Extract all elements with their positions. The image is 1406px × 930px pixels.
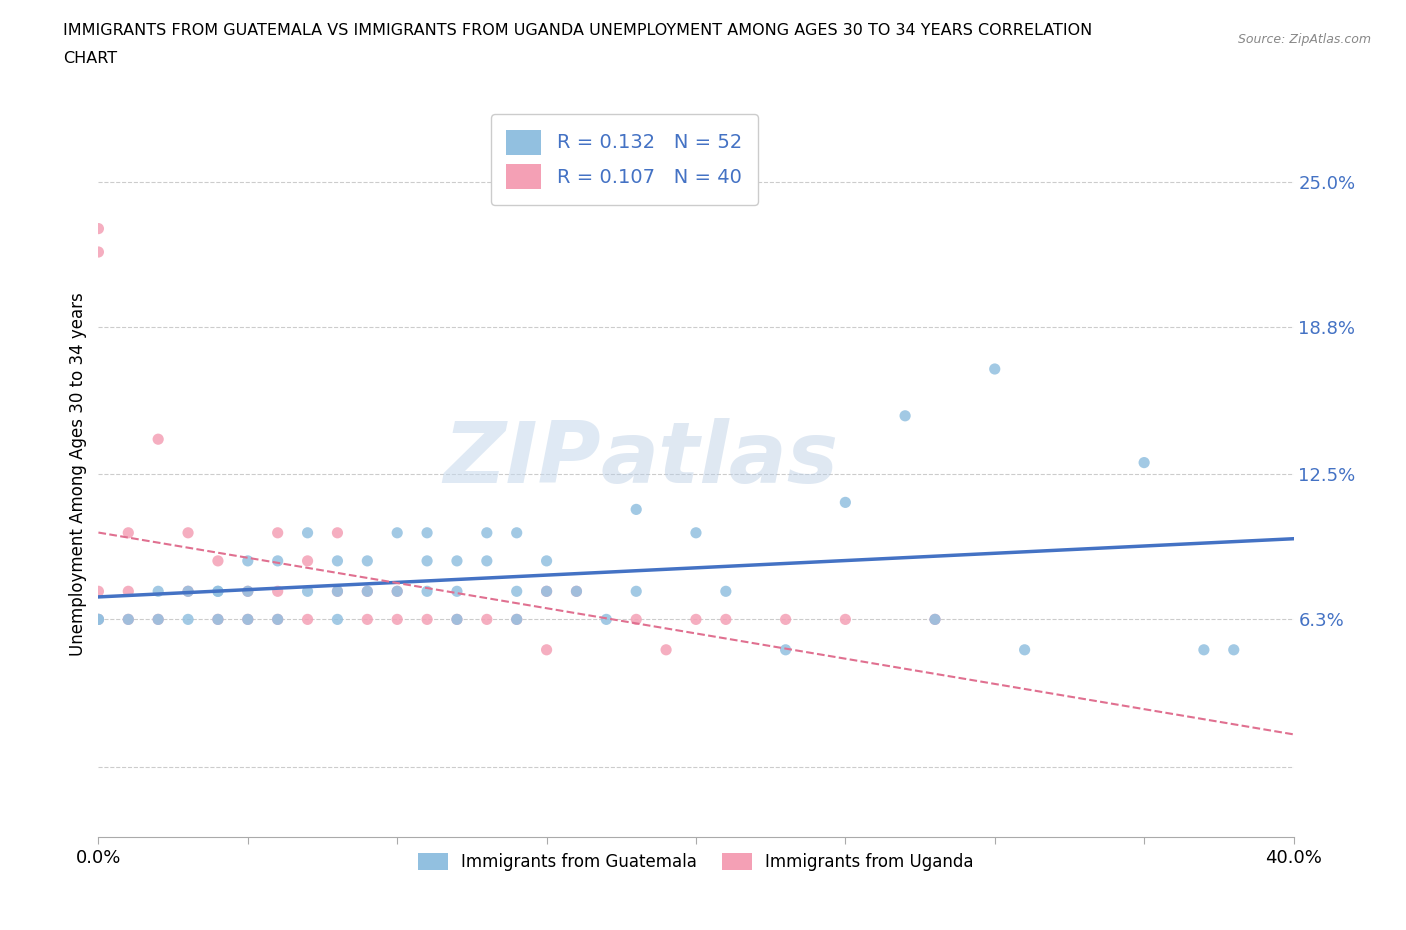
Point bbox=[356, 584, 378, 599]
Point bbox=[446, 612, 468, 627]
Point bbox=[356, 612, 378, 627]
Point bbox=[148, 612, 170, 627]
Point bbox=[87, 245, 110, 259]
Text: atlas: atlas bbox=[600, 418, 838, 501]
Point bbox=[416, 584, 439, 599]
Point bbox=[626, 612, 648, 627]
Point bbox=[506, 612, 529, 627]
Point bbox=[326, 612, 349, 627]
Point bbox=[924, 612, 946, 627]
Point bbox=[924, 612, 946, 627]
Point bbox=[1192, 643, 1215, 658]
Point bbox=[267, 612, 290, 627]
Point bbox=[475, 525, 498, 540]
Point bbox=[267, 584, 290, 599]
Point bbox=[416, 525, 439, 540]
Point bbox=[775, 643, 797, 658]
Point bbox=[267, 525, 290, 540]
Point bbox=[834, 612, 856, 627]
Point bbox=[87, 584, 110, 599]
Point bbox=[326, 553, 349, 568]
Point bbox=[236, 553, 259, 568]
Point bbox=[117, 612, 139, 627]
Point bbox=[506, 612, 529, 627]
Point bbox=[984, 362, 1007, 377]
Point bbox=[446, 612, 468, 627]
Point bbox=[446, 584, 468, 599]
Point bbox=[536, 584, 558, 599]
Point bbox=[595, 612, 617, 627]
Point bbox=[297, 584, 319, 599]
Point bbox=[297, 525, 319, 540]
Point bbox=[267, 612, 290, 627]
Point bbox=[148, 584, 170, 599]
Point bbox=[1223, 643, 1246, 658]
Point bbox=[385, 584, 409, 599]
Point bbox=[297, 612, 319, 627]
Point bbox=[326, 525, 349, 540]
Point bbox=[267, 553, 290, 568]
Point bbox=[356, 553, 378, 568]
Point bbox=[385, 525, 409, 540]
Point bbox=[236, 612, 259, 627]
Point bbox=[207, 612, 229, 627]
Point bbox=[87, 221, 110, 236]
Point bbox=[177, 525, 200, 540]
Point bbox=[536, 584, 558, 599]
Point bbox=[1014, 643, 1036, 658]
Point bbox=[117, 584, 139, 599]
Point bbox=[297, 553, 319, 568]
Point bbox=[446, 553, 468, 568]
Point bbox=[207, 584, 229, 599]
Text: ZIP: ZIP bbox=[443, 418, 600, 501]
Legend: Immigrants from Guatemala, Immigrants from Uganda: Immigrants from Guatemala, Immigrants fr… bbox=[409, 844, 983, 880]
Point bbox=[236, 584, 259, 599]
Point bbox=[385, 584, 409, 599]
Point bbox=[177, 612, 200, 627]
Point bbox=[177, 584, 200, 599]
Point bbox=[1133, 455, 1156, 470]
Point bbox=[117, 525, 139, 540]
Point bbox=[416, 553, 439, 568]
Text: IMMIGRANTS FROM GUATEMALA VS IMMIGRANTS FROM UGANDA UNEMPLOYMENT AMONG AGES 30 T: IMMIGRANTS FROM GUATEMALA VS IMMIGRANTS … bbox=[63, 23, 1092, 38]
Text: CHART: CHART bbox=[63, 51, 117, 66]
Point bbox=[894, 408, 917, 423]
Point bbox=[626, 502, 648, 517]
Point bbox=[87, 612, 110, 627]
Point bbox=[385, 612, 409, 627]
Point bbox=[326, 584, 349, 599]
Y-axis label: Unemployment Among Ages 30 to 34 years: Unemployment Among Ages 30 to 34 years bbox=[69, 292, 87, 657]
Point bbox=[236, 612, 259, 627]
Point bbox=[506, 584, 529, 599]
Point bbox=[536, 553, 558, 568]
Point bbox=[416, 612, 439, 627]
Text: Source: ZipAtlas.com: Source: ZipAtlas.com bbox=[1237, 33, 1371, 46]
Point bbox=[326, 584, 349, 599]
Point bbox=[834, 495, 856, 510]
Point bbox=[475, 553, 498, 568]
Point bbox=[356, 584, 378, 599]
Point bbox=[506, 525, 529, 540]
Point bbox=[565, 584, 588, 599]
Point bbox=[685, 612, 707, 627]
Point bbox=[117, 612, 139, 627]
Point bbox=[536, 643, 558, 658]
Point bbox=[626, 584, 648, 599]
Point bbox=[714, 584, 737, 599]
Point bbox=[685, 525, 707, 540]
Point bbox=[775, 612, 797, 627]
Point bbox=[207, 612, 229, 627]
Point bbox=[87, 612, 110, 627]
Point bbox=[207, 584, 229, 599]
Point bbox=[236, 584, 259, 599]
Point bbox=[207, 553, 229, 568]
Point bbox=[475, 612, 498, 627]
Point bbox=[655, 643, 678, 658]
Point bbox=[177, 584, 200, 599]
Point bbox=[148, 432, 170, 446]
Point bbox=[148, 612, 170, 627]
Point bbox=[565, 584, 588, 599]
Point bbox=[714, 612, 737, 627]
Point bbox=[87, 612, 110, 627]
